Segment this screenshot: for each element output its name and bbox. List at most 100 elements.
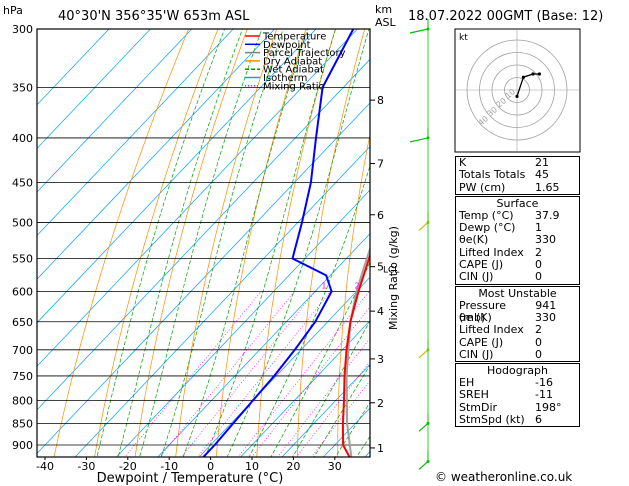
x-axis-label: Dewpoint / Temperature (°C) xyxy=(97,471,284,486)
temp-tick-label: -10 xyxy=(160,460,178,473)
hodograph-index-label: StmDir xyxy=(459,400,498,414)
wet-adiabat xyxy=(292,320,370,457)
unstable-row: CAPE (J) 0 xyxy=(456,335,579,349)
wet-adiabat xyxy=(139,29,263,457)
mixing-ratio-label: 3 xyxy=(375,281,380,290)
km-label: km xyxy=(375,3,392,16)
dry-adiabat xyxy=(94,29,219,457)
isotherm xyxy=(37,29,151,149)
dry-adiabat xyxy=(624,3,629,470)
pressure-tick-label: 550 xyxy=(12,253,33,266)
hodograph-point xyxy=(515,94,519,98)
indices-surface: Surface Temp (°C) 37.9 Dewp (°C) 1 θe(K) 330 L… xyxy=(455,195,580,285)
pressure-tick-label: 750 xyxy=(12,370,33,383)
legend-label: Parcel Trajectory xyxy=(263,48,346,59)
dry-adiabat xyxy=(215,29,307,457)
surface-label: Temp (°C) xyxy=(459,208,514,222)
legend-label: Dry Adiabat xyxy=(263,56,322,67)
temp-tick-label: 0 xyxy=(207,460,214,473)
hodograph-point xyxy=(521,75,526,79)
isotherm xyxy=(37,29,234,237)
isotherm xyxy=(240,320,370,457)
indices-panel: K 21 Totals Totals 45 PW (cm) 1.65 Surface Te… xyxy=(455,156,580,428)
mixing-ratio-axis-label: Mixing Ratio (g/kg) xyxy=(387,226,400,330)
surface-value: 2 xyxy=(535,245,542,259)
km-tick-label: 8 xyxy=(377,94,384,107)
pressure-tick-label: 700 xyxy=(12,344,33,357)
hodograph-unit: kt xyxy=(459,33,468,43)
parcel-trajectory-line xyxy=(345,245,370,457)
dry-adiabat xyxy=(175,29,278,457)
hodograph-index-label: SREH xyxy=(459,388,489,402)
unstable-row: CIN (J) 0 xyxy=(456,347,579,361)
surface-label: CAPE (J) xyxy=(459,258,504,272)
dry-adiabat xyxy=(296,29,366,457)
isotherm xyxy=(115,189,370,457)
unstable-row: Pressure (mb) 941 xyxy=(456,298,579,324)
index-value: 1.65 xyxy=(535,180,560,194)
pressure-tick-label: 850 xyxy=(12,417,33,430)
legend-label: Temperature xyxy=(262,32,326,43)
temp-tick-label: 20 xyxy=(286,460,300,473)
mixing-ratio-label: 2 xyxy=(355,281,360,290)
temp-tick-label: -30 xyxy=(77,460,95,473)
hodograph-index-value: 6 xyxy=(535,413,542,427)
index-value: 21 xyxy=(535,156,549,169)
surface-value: 0 xyxy=(535,258,542,272)
dry-adiabat xyxy=(377,3,429,470)
temp-tick-label: 30 xyxy=(328,460,342,473)
mixing-ratio-line xyxy=(124,291,262,457)
index-row: Totals Totals 45 xyxy=(456,168,579,181)
pressure-tick-label: 400 xyxy=(12,132,33,145)
surface-row: Lifted Index 2 xyxy=(456,245,579,259)
plot-area xyxy=(37,3,629,470)
legend-label: Dewpoint xyxy=(263,40,311,51)
km-tick-label: 4 xyxy=(377,305,384,318)
wind-barb xyxy=(418,461,429,470)
pressure-tick-label: 900 xyxy=(12,439,33,452)
pressure-tick-label: 350 xyxy=(12,81,33,94)
index-label: K xyxy=(459,156,467,169)
surface-row: θe(K) 330 xyxy=(456,233,579,247)
mixing-ratio-label: 1 xyxy=(321,281,326,290)
km-tick-label: 2 xyxy=(377,397,384,410)
surface-row: Temp (°C) 37.9 xyxy=(456,208,579,222)
unstable-value: 0 xyxy=(535,335,542,349)
wet-adiabat xyxy=(117,29,243,457)
pressure-tick-label: 500 xyxy=(12,216,33,229)
mixing-ratio-line xyxy=(237,291,370,457)
indices-unstable: Most Unstable Pressure (mb) 941 θe (K) 330 L… xyxy=(455,285,580,363)
isotherm xyxy=(37,58,370,411)
plot-series: 1 2 3 4 8 10 15 20 25 xyxy=(201,29,380,457)
unstable-row: θe (K) 330 xyxy=(456,310,579,324)
copyright: © weatheronline.co.uk xyxy=(435,470,572,484)
legend-label: Isotherm xyxy=(263,73,307,84)
wind-barb xyxy=(409,28,429,34)
surface-title: Surface xyxy=(496,196,539,210)
wind-barbs xyxy=(409,19,430,470)
hodograph-point xyxy=(531,72,535,76)
hodograph-index-row: StmDir 198° xyxy=(456,400,579,414)
unstable-value: 0 xyxy=(535,347,542,361)
unstable-value: 941 xyxy=(535,298,557,312)
dry-adiabat xyxy=(337,132,370,457)
surface-label: Lifted Index xyxy=(459,245,524,259)
temperature-line xyxy=(341,252,370,457)
unstable-label: Lifted Index xyxy=(459,323,524,337)
axes: 300350400450500550600650700750800850900-… xyxy=(12,23,399,473)
isotherm xyxy=(37,29,317,324)
surface-value: 0 xyxy=(535,270,542,284)
mixing-ratio-line xyxy=(296,361,370,457)
km-tick-label: 1 xyxy=(377,442,384,455)
unstable-label: θe (K) xyxy=(459,310,492,324)
mixing-ratio-line xyxy=(251,306,370,457)
hodograph-frame xyxy=(454,28,581,153)
index-label: PW (cm) xyxy=(459,180,506,194)
km-tick-label: 7 xyxy=(377,158,384,171)
dewpoint-line xyxy=(201,29,355,457)
hodograph-index-value: -11 xyxy=(535,388,553,402)
surface-label: θe(K) xyxy=(459,233,489,247)
surface-row: Dewp (°C) 1 xyxy=(456,221,579,234)
hodograph-index-row: SREH -11 xyxy=(456,388,579,402)
